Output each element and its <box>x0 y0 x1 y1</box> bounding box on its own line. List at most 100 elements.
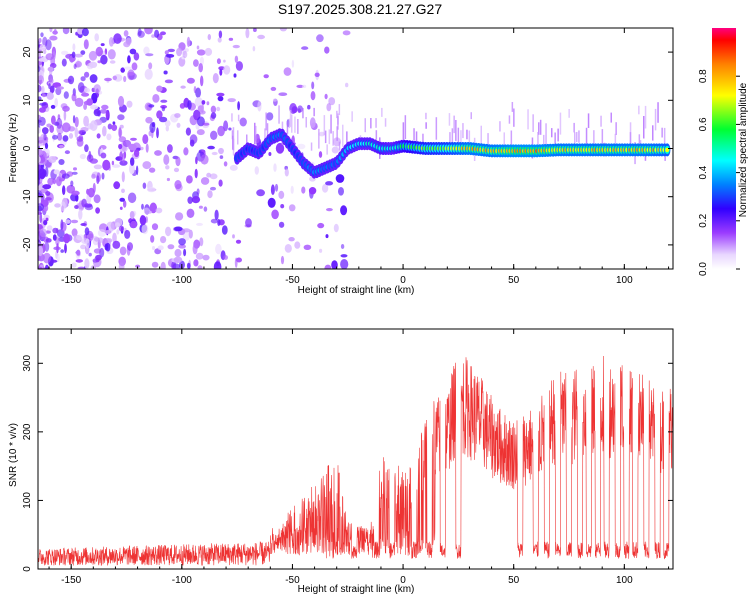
noise-blob <box>160 261 166 269</box>
snr-xtick-label: 50 <box>508 575 520 586</box>
noise-blob <box>44 242 50 252</box>
noise-blob <box>62 105 70 112</box>
noise-blob <box>40 32 44 38</box>
noise-blob <box>288 237 295 242</box>
noise-blob <box>164 120 171 127</box>
noise-blob <box>83 39 89 50</box>
noise-blob <box>209 173 218 180</box>
noise-streak <box>538 122 540 135</box>
noise-streak <box>638 134 641 144</box>
noise-blob <box>71 190 80 196</box>
noise-blob <box>151 261 159 268</box>
spectrogram-ytick-label: -10 <box>22 189 33 204</box>
noise-blob <box>335 174 345 183</box>
noise-streak <box>610 112 612 123</box>
noise-blob <box>63 109 67 121</box>
noise-blob <box>296 84 304 88</box>
noise-blob <box>263 74 269 79</box>
noise-blob <box>180 85 186 89</box>
noise-blob <box>201 100 206 105</box>
noise-blob <box>52 178 57 185</box>
noise-streak <box>404 115 407 139</box>
noise-blob <box>186 36 191 48</box>
noise-blob <box>95 46 104 57</box>
noise-blob <box>150 235 155 243</box>
spectrogram-ytick-label: 10 <box>22 94 33 106</box>
noise-blob <box>196 222 203 226</box>
noise-blob <box>324 264 332 269</box>
noise-streak <box>231 113 233 122</box>
noise-blob <box>43 133 47 141</box>
noise-blob <box>48 83 51 90</box>
spectrogram-xtick-label: -100 <box>172 275 192 286</box>
noise-blob <box>270 86 277 91</box>
noise-blob <box>333 223 339 233</box>
noise-blob <box>106 133 112 141</box>
noise-blob <box>118 225 125 232</box>
noise-blob <box>253 28 257 32</box>
noise-blob <box>43 220 48 226</box>
noise-blob <box>102 125 107 137</box>
noise-streak <box>318 128 320 149</box>
noise-blob <box>45 264 49 269</box>
noise-blob <box>112 121 116 125</box>
noise-streak <box>338 104 341 116</box>
noise-blob <box>128 143 137 151</box>
noise-blob <box>236 257 242 263</box>
noise-streak <box>413 128 415 141</box>
noise-blob <box>76 249 81 256</box>
noise-blob <box>77 82 85 93</box>
noise-blob <box>142 134 149 145</box>
noise-blob <box>72 115 76 124</box>
noise-blob <box>174 226 183 232</box>
noise-blob <box>217 37 222 43</box>
noise-blob <box>325 234 329 239</box>
noise-blob <box>197 265 203 269</box>
noise-blob <box>223 255 229 260</box>
noise-blob <box>217 218 221 227</box>
noise-blob <box>254 166 259 175</box>
noise-blob <box>142 182 147 189</box>
noise-blob <box>91 173 96 179</box>
noise-blob <box>49 86 54 95</box>
noise-blob <box>314 72 320 78</box>
noise-blob <box>38 245 44 257</box>
noise-blob <box>154 150 162 156</box>
noise-blob <box>256 189 265 197</box>
noise-streak <box>337 116 339 130</box>
noise-blob <box>223 65 231 75</box>
noise-streak <box>557 128 559 142</box>
noise-blob <box>196 129 205 136</box>
noise-blob <box>274 183 279 192</box>
noise-blob <box>156 110 163 119</box>
noise-streak <box>510 130 513 155</box>
noise-blob <box>78 134 84 140</box>
noise-blob <box>97 229 107 237</box>
noise-streak <box>657 102 659 123</box>
snr-ytick-label: 200 <box>22 423 33 440</box>
colorbar-tick-label: 0.6 <box>698 117 709 131</box>
noise-blob <box>278 190 285 199</box>
noise-blob <box>123 66 133 70</box>
noise-blob <box>86 188 90 195</box>
noise-blob <box>52 134 58 140</box>
noise-blob <box>113 33 122 44</box>
noise-blob <box>100 152 107 159</box>
noise-blob <box>107 123 113 130</box>
noise-blob <box>121 171 125 183</box>
noise-blob <box>81 92 90 97</box>
noise-blob <box>183 248 187 257</box>
noise-blob <box>75 259 84 263</box>
noise-blob <box>192 243 198 255</box>
noise-blob <box>160 99 168 103</box>
noise-streak <box>573 122 575 133</box>
noise-blob <box>216 58 221 65</box>
noise-blob <box>151 34 156 38</box>
noise-blob <box>123 200 127 208</box>
noise-blob <box>92 182 96 194</box>
noise-blob <box>173 167 180 173</box>
noise-blob <box>185 48 189 52</box>
spectrogram-xtick-label: 50 <box>508 275 520 286</box>
